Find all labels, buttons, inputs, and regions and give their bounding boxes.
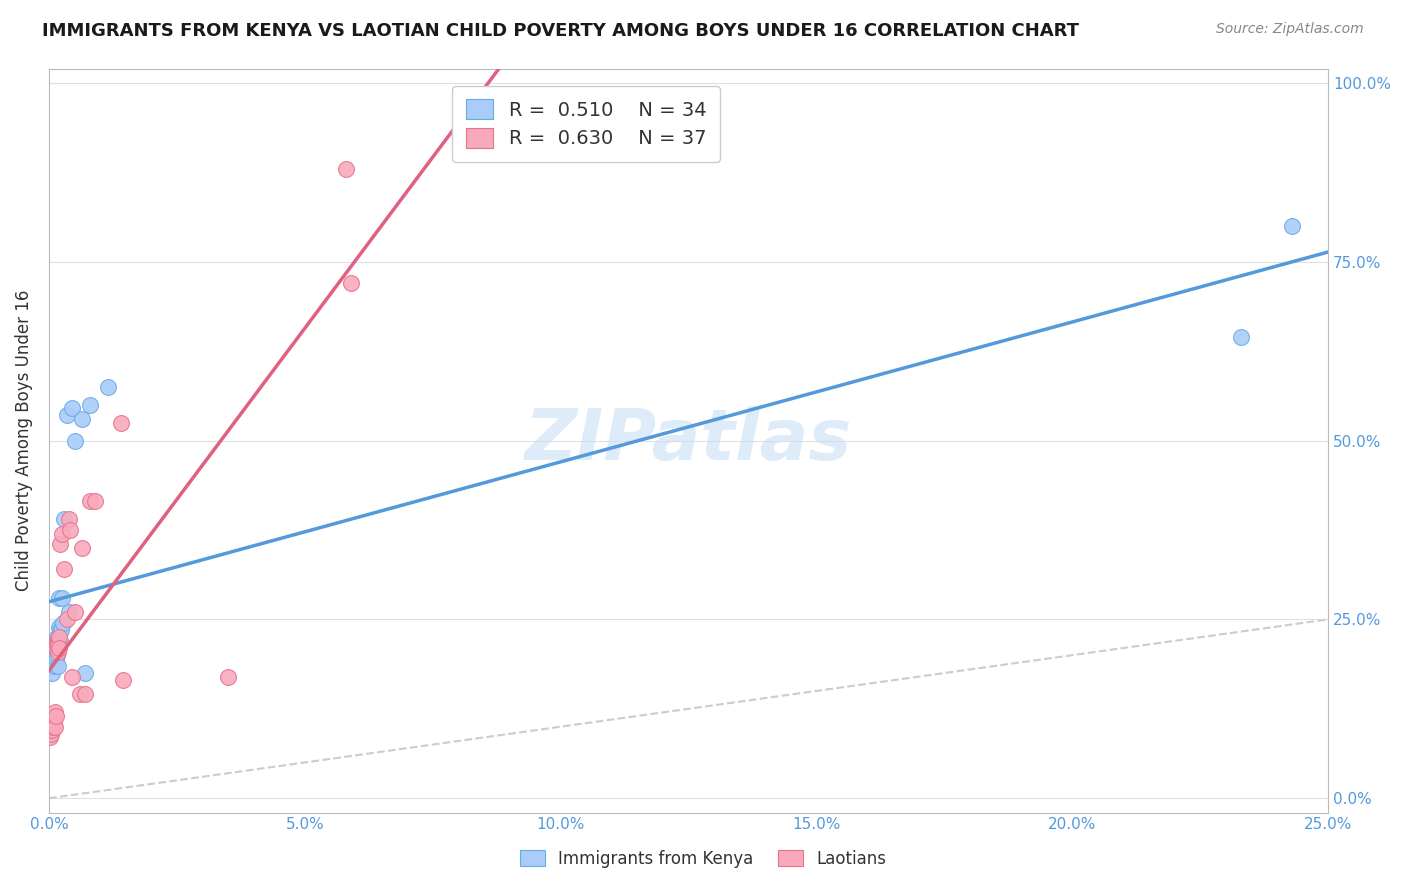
Point: [79, 398, 101, 412]
Point: [112, 673, 135, 688]
Point: [49, 623, 72, 637]
Point: [49, 633, 72, 648]
Text: ZIPatlas: ZIPatlas: [524, 406, 852, 475]
Point: [56, 612, 79, 626]
Point: [44, 720, 66, 734]
Text: Source: ZipAtlas.com: Source: ZipAtlas.com: [1216, 22, 1364, 37]
Point: [46, 659, 69, 673]
Point: [46, 648, 69, 662]
Point: [42, 709, 65, 723]
Point: [42, 720, 65, 734]
Point: [60, 401, 83, 416]
Point: [79, 494, 101, 508]
Point: [45, 709, 67, 723]
Point: [48, 619, 70, 633]
Point: [44, 633, 66, 648]
Point: [44, 706, 66, 720]
Point: [58, 605, 80, 619]
Point: [69, 688, 91, 702]
Point: [73, 666, 96, 681]
Point: [41, 723, 63, 738]
Point: [39, 659, 62, 673]
Point: [48, 630, 70, 644]
Point: [1281, 219, 1303, 233]
Point: [51, 526, 73, 541]
Point: [42, 716, 65, 731]
Point: [340, 276, 363, 290]
Text: IMMIGRANTS FROM KENYA VS LAOTIAN CHILD POVERTY AMONG BOYS UNDER 16 CORRELATION C: IMMIGRANTS FROM KENYA VS LAOTIAN CHILD P…: [42, 22, 1080, 40]
Point: [44, 659, 66, 673]
Point: [97, 380, 120, 394]
Point: [45, 630, 67, 644]
Point: [45, 640, 67, 655]
Point: [56, 409, 79, 423]
Point: [70, 541, 93, 555]
Point: [41, 666, 63, 681]
Point: [42, 644, 65, 658]
Point: [1230, 330, 1253, 344]
Point: [335, 161, 357, 176]
Point: [70, 412, 93, 426]
Point: [39, 720, 62, 734]
Point: [49, 537, 72, 551]
Point: [51, 591, 73, 605]
Point: [39, 727, 62, 741]
Point: [45, 651, 67, 665]
Legend: R =  0.510    N = 34, R =  0.630    N = 37: R = 0.510 N = 34, R = 0.630 N = 37: [453, 86, 720, 161]
Point: [73, 688, 96, 702]
Point: [39, 731, 62, 745]
Point: [52, 615, 75, 630]
Point: [63, 434, 86, 448]
Point: [46, 637, 69, 651]
Legend: Immigrants from Kenya, Laotians: Immigrants from Kenya, Laotians: [513, 844, 893, 875]
Point: [63, 605, 86, 619]
Point: [41, 648, 63, 662]
Point: [48, 623, 70, 637]
Point: [46, 637, 69, 651]
Point: [41, 637, 63, 651]
Point: [58, 512, 80, 526]
Point: [41, 716, 63, 731]
Point: [53, 512, 76, 526]
Point: [84, 494, 107, 508]
Point: [39, 651, 62, 665]
Point: [53, 562, 76, 576]
Point: [46, 644, 69, 658]
Point: [41, 713, 63, 727]
Point: [217, 670, 239, 684]
Point: [60, 670, 83, 684]
Point: [42, 651, 65, 665]
Point: [48, 591, 70, 605]
Point: [110, 416, 132, 430]
Point: [42, 655, 65, 669]
Point: [59, 523, 82, 537]
Point: [45, 640, 67, 655]
Point: [45, 633, 67, 648]
Point: [48, 640, 70, 655]
Y-axis label: Child Poverty Among Boys Under 16: Child Poverty Among Boys Under 16: [15, 290, 32, 591]
Point: [46, 637, 69, 651]
